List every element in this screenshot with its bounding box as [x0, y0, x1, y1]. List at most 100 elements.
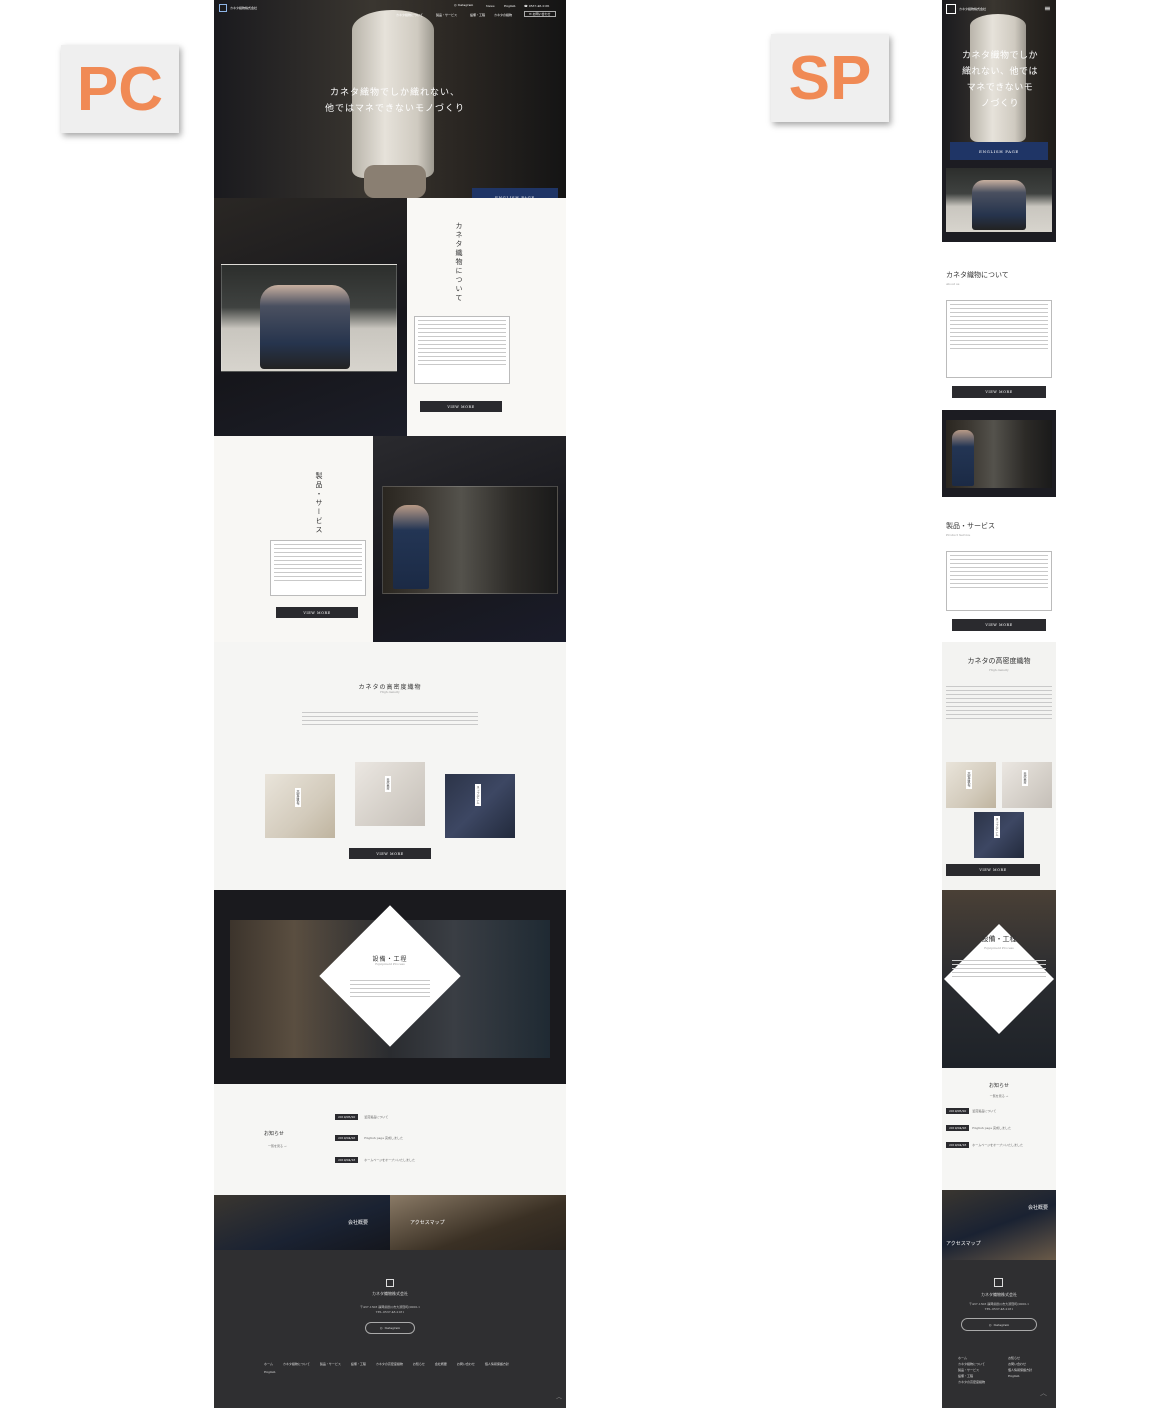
sp-equipment-description	[952, 960, 1046, 980]
sp-news-date: 2019/04/18	[946, 1142, 970, 1148]
sp-footer-link-density[interactable]: カネタの高密度織物	[958, 1380, 986, 1384]
worker-figure	[393, 505, 429, 589]
sp-label-text: SP	[788, 43, 872, 113]
news-date: 2019/04/18	[335, 1157, 359, 1163]
nav-about[interactable]: カネタ織物について	[396, 13, 423, 17]
density-item-natural[interactable]: 天然素材	[355, 762, 425, 826]
sp-product-description	[946, 551, 1052, 611]
sp-about-view-more-button[interactable]: VIEW MORE	[952, 386, 1046, 398]
hero-line-1: カネタ織物でしか織れない、	[329, 88, 460, 98]
sp-density-item-canvas[interactable]: 高密度帆布	[946, 762, 996, 808]
about-view-more-label: VIEW MORE	[447, 404, 475, 409]
footer-link-home[interactable]: ホーム	[264, 1362, 273, 1366]
footer-link-company[interactable]: 会社概要	[434, 1362, 447, 1366]
sp-company-banner-label[interactable]: 会社概要	[1028, 1205, 1049, 1211]
sp-logo-text[interactable]: カネタ織物株式会社	[959, 7, 987, 11]
sp-footer-instagram-button[interactable]: ◎ Instagram	[961, 1318, 1037, 1331]
sp-equipment-subtitle: Equipment Process	[984, 946, 1014, 950]
sp-footer-link-products[interactable]: 製品・サービス	[958, 1368, 980, 1372]
sp-hero-line-1: カネタ織物でしか	[961, 51, 1038, 61]
sp-density-view-more-button[interactable]: VIEW MORE	[946, 864, 1040, 876]
sp-news-item[interactable]: 2019/04/26 English page 完成しました	[946, 1125, 1052, 1131]
page-top-icon[interactable]: ︿	[556, 1394, 563, 1401]
hamburger-menu-icon[interactable]: ≡	[1044, 4, 1051, 13]
sp-footer-link-english[interactable]: English	[1008, 1374, 1020, 1378]
pc-label-badge: PC	[61, 45, 179, 133]
sp-footer-link-about[interactable]: カネタ織物について	[958, 1362, 985, 1366]
equipment-subtitle: Equipment Process	[375, 962, 405, 966]
sp-logo-icon[interactable]	[946, 4, 956, 14]
equipment-title: 設備・工程	[372, 956, 408, 963]
news-item[interactable]: 2019/04/18 ホームページをオープンいたしました	[335, 1157, 485, 1163]
product-view-more-button[interactable]: VIEW MORE	[276, 607, 358, 618]
sp-news-more-link[interactable]: 一覧を見る →	[989, 1094, 1009, 1098]
density-item-denim-label: ネップデニム	[475, 784, 481, 806]
sp-footer-link-equipment[interactable]: 設備・工程	[958, 1374, 974, 1378]
footer-link-equipment[interactable]: 設備・工程	[350, 1362, 366, 1366]
english-link[interactable]: English	[504, 4, 516, 8]
instagram-icon: ◎	[988, 1322, 992, 1327]
product-title: 製品・サービス	[315, 472, 323, 535]
sp-density-item-natural[interactable]: 天然素材	[1002, 762, 1052, 808]
sp-footer-link-news[interactable]: お知らせ	[1008, 1356, 1020, 1360]
news-item[interactable]: 2019/05/20 釜茹製品について	[335, 1114, 485, 1120]
mail-icon: ✉	[529, 12, 532, 16]
footer-link-density[interactable]: カネタの高密度織物	[375, 1362, 403, 1366]
sp-hero-line-3: マネできないモ	[966, 83, 1034, 93]
sp-page: カネタ織物株式会社 ≡ カネタ織物でしか 織れない、他では マネできないモ ノづ…	[942, 0, 1056, 1408]
sp-density-item-canvas-label: 高密度帆布	[966, 770, 972, 789]
pc-density-section: カネタの高密度織物 High density 高密度帆布 天然素材 ネップデニム…	[214, 642, 566, 890]
sp-footer-instagram-label: Instagram	[993, 1322, 1010, 1327]
sp-news-date: 2019/04/26	[946, 1125, 970, 1131]
logo-icon[interactable]	[219, 4, 227, 12]
sp-footer-link-home[interactable]: ホーム	[958, 1356, 967, 1360]
pc-hero: カネタ織物株式会社 ◎ Instagram News English ☎ 053…	[214, 0, 566, 206]
sp-footer-tel: TEL.0537-48-2181	[984, 1307, 1014, 1311]
sp-news-item[interactable]: 2019/05/20 釜茹製品について	[946, 1108, 1052, 1114]
sp-density-item-natural-label: 天然素材	[1022, 770, 1028, 786]
sp-news-item[interactable]: 2019/04/18 ホームページをオープンいたしました	[946, 1142, 1052, 1148]
about-view-more-button[interactable]: VIEW MORE	[420, 401, 502, 412]
news-more-link[interactable]: 一覧を見る →	[268, 1144, 287, 1148]
sp-footer-link-privacy[interactable]: 個人情報保護方針	[1008, 1368, 1033, 1372]
contact-button[interactable]: ✉ お問い合わせ	[524, 11, 556, 17]
nav-textiles[interactable]: カネタの織物	[494, 13, 513, 17]
density-item-canvas[interactable]: 高密度帆布	[265, 774, 335, 838]
sp-label-badge: SP	[771, 34, 889, 122]
footer-link-privacy[interactable]: 個人情報保護方針	[484, 1362, 509, 1366]
nav-equipment[interactable]: 設備・工程	[470, 13, 486, 17]
sp-density-title: カネタの高密度織物	[967, 657, 1031, 665]
sp-density-item-denim[interactable]: ネップデニム	[974, 812, 1024, 858]
footer-link-products[interactable]: 製品・サービス	[319, 1362, 341, 1366]
product-view-more-label: VIEW MORE	[303, 610, 331, 615]
sp-news-title: お知らせ	[989, 1083, 1009, 1089]
pc-header: カネタ織物株式会社 ◎ Instagram News English ☎ 053…	[214, 0, 566, 20]
density-item-denim[interactable]: ネップデニム	[445, 774, 515, 838]
footer-instagram-button[interactable]: ◎ Instagram	[365, 1322, 415, 1334]
instagram-link[interactable]: ◎ Instagram	[454, 3, 473, 7]
density-view-more-label: VIEW MORE	[376, 851, 404, 856]
sp-access-banner-label[interactable]: アクセスマップ	[946, 1241, 981, 1247]
footer-link-news[interactable]: お知らせ	[412, 1362, 425, 1366]
pc-access-banner[interactable]: アクセスマップ	[390, 1195, 566, 1250]
sp-product-photo-block	[942, 410, 1056, 497]
sp-hero-catchcopy: カネタ織物でしか 織れない、他では マネできないモ ノづくり	[948, 48, 1052, 112]
sp-product-view-more-button[interactable]: VIEW MORE	[952, 619, 1046, 631]
footer-link-contact[interactable]: お問い合わせ	[456, 1362, 475, 1366]
equipment-description	[350, 980, 430, 1000]
phone-icon: ☎	[524, 4, 528, 8]
density-view-more-button[interactable]: VIEW MORE	[349, 848, 431, 859]
footer-link-about[interactable]: カネタ織物について	[282, 1362, 310, 1366]
news-item[interactable]: 2019/04/26 English page 完成しました	[335, 1135, 485, 1141]
sp-page-top-icon[interactable]: ︿	[1040, 1389, 1047, 1397]
sp-english-page-button[interactable]: ENGLISH PAGE	[950, 142, 1048, 160]
sp-footer-link-contact[interactable]: お問い合わせ	[1008, 1362, 1027, 1366]
logo-text[interactable]: カネタ織物株式会社	[230, 6, 258, 10]
news-link[interactable]: News	[486, 4, 495, 8]
footer-link-english[interactable]: English	[264, 1370, 276, 1374]
nav-products[interactable]: 製品・サービス	[436, 13, 458, 17]
tel-link[interactable]: ☎ 0537-48-2181	[524, 4, 550, 8]
pc-company-banner[interactable]: 会社概要	[214, 1195, 390, 1250]
instagram-label: Instagram	[457, 3, 474, 7]
sp-about-view-more-label: VIEW MORE	[985, 390, 1013, 394]
